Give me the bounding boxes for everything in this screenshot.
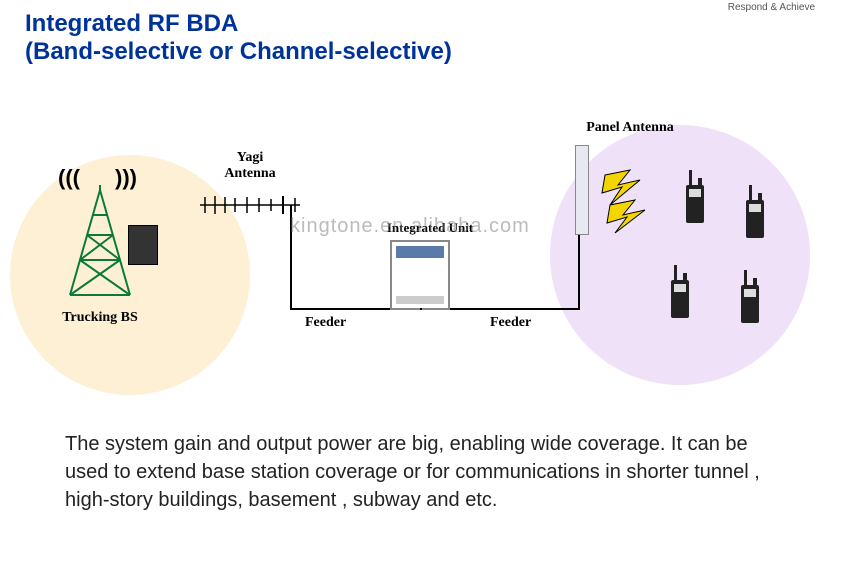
yagi-antenna-icon xyxy=(195,190,305,220)
panel-antenna-icon xyxy=(575,145,589,235)
panel-label: Panel Antenna xyxy=(570,120,690,136)
radio-icon-3 xyxy=(665,265,695,320)
feeder-line-stub xyxy=(420,308,422,310)
panel-coverage-circle xyxy=(550,125,810,385)
rf-diagram: ((( ))) Trucking BS Yagi Antenna xyxy=(0,90,850,420)
feeder-label-1: Feeder xyxy=(305,315,346,331)
radio-icon-1 xyxy=(680,170,710,225)
bs-label: Trucking BS xyxy=(55,310,145,326)
feeder-label-2: Feeder xyxy=(490,315,531,331)
page-title: Integrated RF BDA (Band-selective or Cha… xyxy=(0,0,850,66)
yagi-label: Yagi Antenna xyxy=(215,150,285,182)
title-line2: (Band-selective or Channel-selective) xyxy=(25,38,850,66)
signal-bolt-icon xyxy=(600,165,660,235)
integrated-unit-icon xyxy=(390,240,450,310)
watermark-text: kingtone.en.alibaba.com xyxy=(290,215,530,238)
radio-icon-2 xyxy=(740,185,770,240)
title-line1: Integrated RF BDA xyxy=(25,10,850,38)
feeder-line-h1 xyxy=(290,308,390,310)
radio-icon-4 xyxy=(735,270,765,325)
feeder-line-h2 xyxy=(450,308,580,310)
description-text: The system gain and output power are big… xyxy=(65,430,785,514)
bs-unit-icon xyxy=(128,225,158,265)
